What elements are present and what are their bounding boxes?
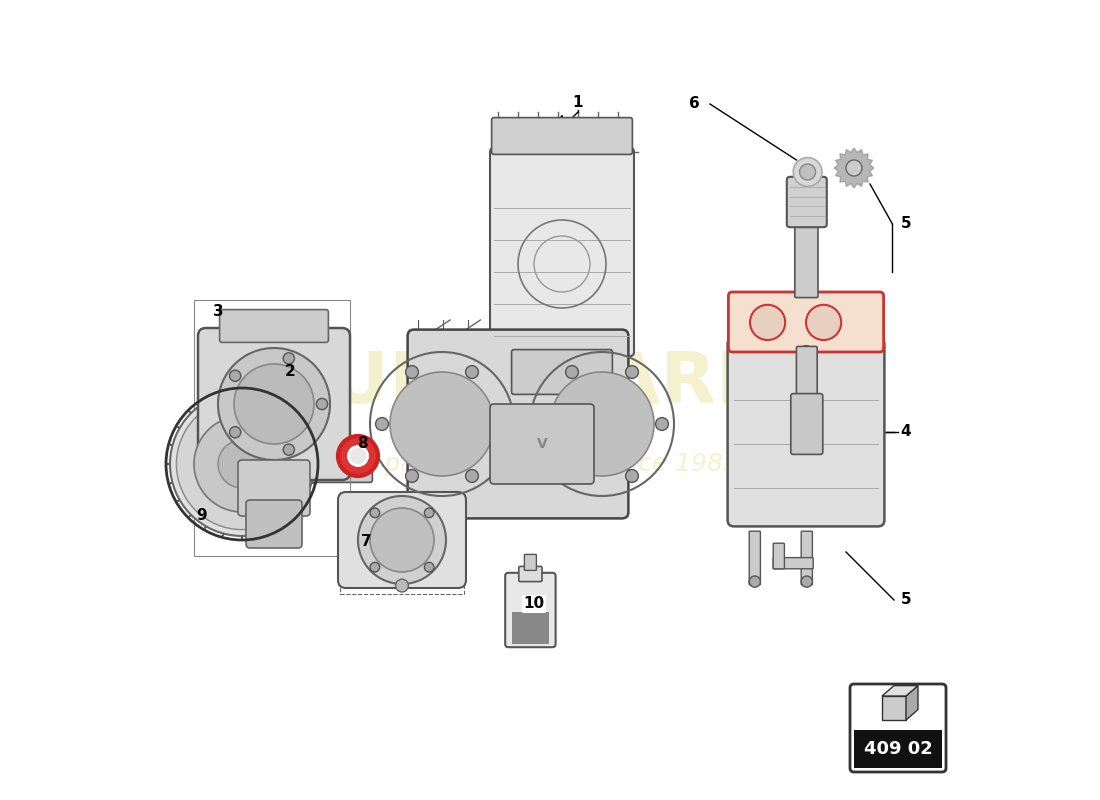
Circle shape (536, 418, 549, 430)
Circle shape (465, 366, 478, 378)
Circle shape (370, 508, 434, 572)
Circle shape (565, 470, 579, 482)
Bar (512, 612, 549, 644)
Circle shape (230, 370, 241, 382)
Bar (194, 300, 350, 556)
FancyBboxPatch shape (198, 328, 350, 480)
FancyBboxPatch shape (795, 222, 818, 298)
FancyBboxPatch shape (220, 310, 329, 342)
FancyBboxPatch shape (727, 338, 884, 526)
Circle shape (234, 364, 313, 444)
FancyBboxPatch shape (238, 460, 310, 516)
Circle shape (801, 576, 813, 587)
FancyBboxPatch shape (850, 684, 946, 772)
Text: V: V (537, 437, 548, 451)
Circle shape (283, 444, 295, 455)
Circle shape (283, 353, 295, 364)
Bar (854, 730, 942, 768)
Circle shape (496, 418, 508, 430)
FancyBboxPatch shape (773, 543, 784, 569)
Circle shape (656, 418, 669, 430)
Circle shape (375, 418, 388, 430)
FancyBboxPatch shape (749, 531, 760, 585)
Circle shape (218, 348, 330, 460)
Polygon shape (906, 686, 918, 720)
Circle shape (396, 579, 408, 592)
FancyBboxPatch shape (408, 330, 628, 518)
Text: 9: 9 (197, 509, 207, 523)
FancyBboxPatch shape (240, 446, 373, 482)
Text: 5: 5 (901, 217, 911, 231)
Text: 2: 2 (285, 365, 296, 379)
Circle shape (170, 392, 314, 536)
FancyBboxPatch shape (801, 531, 813, 585)
Text: 8: 8 (356, 437, 367, 451)
Circle shape (626, 470, 638, 482)
Circle shape (176, 398, 308, 530)
FancyBboxPatch shape (338, 492, 466, 588)
Polygon shape (882, 686, 918, 696)
FancyBboxPatch shape (791, 394, 823, 454)
Circle shape (370, 508, 379, 518)
Text: a passion for parts since 1985: a passion for parts since 1985 (361, 452, 739, 476)
Circle shape (338, 436, 378, 476)
Text: 4: 4 (901, 425, 911, 439)
Circle shape (626, 366, 638, 378)
FancyBboxPatch shape (525, 554, 537, 570)
Bar (340, 494, 464, 594)
Circle shape (550, 372, 654, 476)
Circle shape (218, 440, 266, 488)
Circle shape (465, 470, 478, 482)
Circle shape (749, 576, 760, 587)
Text: 5: 5 (901, 593, 911, 607)
Text: 10: 10 (524, 597, 544, 611)
FancyBboxPatch shape (796, 346, 817, 402)
Text: 7: 7 (361, 534, 372, 549)
Circle shape (406, 470, 418, 482)
Circle shape (349, 446, 367, 466)
Circle shape (370, 562, 379, 572)
Text: 6: 6 (689, 97, 700, 111)
Text: EUROSPARES: EUROSPARES (282, 350, 818, 418)
FancyBboxPatch shape (492, 118, 632, 154)
Circle shape (390, 372, 494, 476)
Text: 1: 1 (573, 95, 583, 110)
Polygon shape (882, 696, 906, 720)
Circle shape (806, 305, 842, 340)
Circle shape (793, 158, 822, 186)
FancyBboxPatch shape (519, 566, 542, 582)
Text: 409 02: 409 02 (864, 740, 933, 758)
Circle shape (406, 366, 418, 378)
FancyBboxPatch shape (512, 350, 613, 394)
FancyBboxPatch shape (728, 292, 883, 352)
FancyBboxPatch shape (773, 558, 813, 569)
Circle shape (565, 366, 579, 378)
Circle shape (425, 508, 435, 518)
FancyBboxPatch shape (505, 573, 556, 647)
Circle shape (425, 562, 435, 572)
Text: 3: 3 (212, 305, 223, 319)
Circle shape (800, 346, 813, 358)
Circle shape (846, 160, 862, 176)
FancyBboxPatch shape (246, 500, 302, 548)
Polygon shape (834, 148, 874, 188)
Circle shape (800, 164, 815, 180)
FancyBboxPatch shape (786, 177, 827, 227)
Circle shape (230, 426, 241, 438)
FancyBboxPatch shape (490, 148, 634, 356)
Text: OIL: OIL (521, 605, 539, 614)
Circle shape (317, 398, 328, 410)
FancyBboxPatch shape (490, 404, 594, 484)
Circle shape (750, 305, 785, 340)
Polygon shape (310, 448, 342, 480)
Circle shape (358, 496, 446, 584)
Circle shape (194, 416, 290, 512)
